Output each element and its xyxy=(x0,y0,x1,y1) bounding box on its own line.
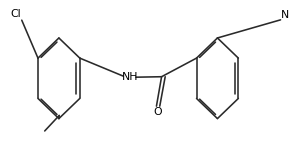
Text: O: O xyxy=(153,107,162,117)
Text: N: N xyxy=(281,11,290,20)
Text: NH: NH xyxy=(122,72,138,82)
Text: Cl: Cl xyxy=(10,9,21,19)
